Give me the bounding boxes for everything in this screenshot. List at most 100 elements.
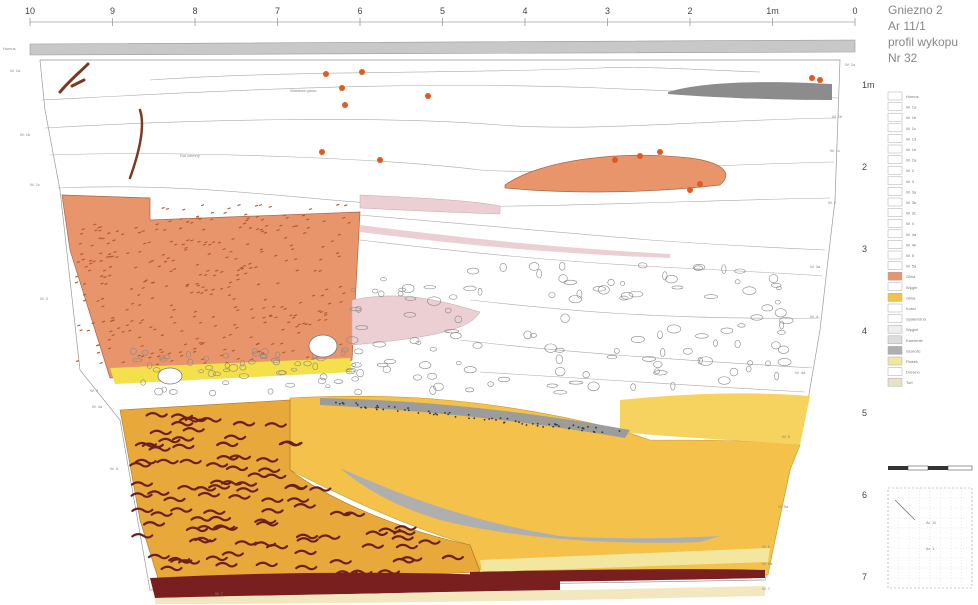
legend-swatch [887,314,903,323]
legend-swatch [887,271,903,281]
legend-label: W. 1c [906,126,916,131]
legend-swatch [887,155,903,164]
wood-stripes [129,412,465,576]
legend-swatch [887,240,903,249]
depth-scale-label: 5 [862,408,867,418]
legend-swatch [887,123,903,133]
grey-band-dots [335,401,621,434]
legend-swatch [887,367,903,376]
ruler-tick-label: 3 [605,6,610,16]
layer-label-right-10: W. 6 [762,544,771,549]
depth-scale-label: 6 [862,490,867,500]
title-line-4: Nr 32 [888,51,918,65]
inner-note-2: Dół ziemny [180,153,200,158]
layer-label-right-7: W. 4a [795,370,806,375]
layer-label-right-5: W. 3a [810,264,821,269]
yellow-right-block [620,393,810,445]
legend-label: W. 5a [906,264,917,269]
legend-label: W. 1a [906,105,917,110]
top-ruler: 10 9 8 7 6 5 4 3 2 1m 0 [25,6,858,26]
layer-label-right-6: W. 4 [810,314,819,319]
legend-swatch [887,176,903,186]
depth-scale-label: 1m [862,80,875,90]
legend-label: W. 3a [906,189,917,194]
ruler-tick-label: 9 [110,6,115,16]
legend-label: Spalenizna [906,317,927,322]
legend-label: Glina [906,295,916,300]
ruler-tick-label: 0 [852,6,857,16]
ruler-tick-label: 2 [687,6,692,16]
title-line-2: Ar 11/1 [888,19,926,33]
legend-swatch [887,356,903,366]
layer-label-w1c: W. 1c [30,182,40,187]
layer-label-w1b: W. 1b [20,132,31,137]
legend-swatch [887,134,903,143]
light-yellow-strip [480,548,770,572]
legend-label: W. 2 [906,168,915,173]
legend-label: W. 3c [906,211,916,216]
ruler-tick-label: 1m [766,6,779,16]
site-plan-inset: Ar. 11 Ar. 1 [887,487,973,589]
layer-label-right-3: W. 1c [830,148,840,153]
title-line-1: Gniezno 2 [888,3,943,17]
legend-swatch [887,346,903,355]
title-line-3: profil wykopu [888,35,958,49]
grey-lens [340,468,720,543]
scale-bar [888,465,973,471]
ruler-ticks: 10 9 8 7 6 5 4 3 2 1m 0 [25,6,858,26]
legend-label: Drewno [906,370,921,375]
legend-swatch [887,377,903,387]
legend-swatch [887,250,903,260]
layer-label-right-2: W. 1b [832,114,843,119]
ruler-tick-label: 6 [357,6,362,16]
ruler-tick-label: 8 [192,6,197,16]
legend-label: Kości [906,306,916,311]
legend-label: W. 1e [906,147,917,152]
depth-scale-label: 4 [862,326,867,336]
orange-fragments [319,69,823,193]
legend-label: W. 1d [906,136,916,141]
pink-lens-upper [359,194,501,215]
light-base-strip [155,586,765,604]
dark-grey-lens [668,82,832,100]
legend-swatch [887,144,903,154]
ruler-tick-label: 7 [275,6,280,16]
clay-speckles [74,203,351,366]
legend-swatch [887,282,903,292]
stone-large-1 [308,334,338,358]
depth-scale: 1m 2 3 4 5 6 7 [862,80,875,582]
plan-label-2: Ar. 1 [926,546,935,551]
plan-label-1: Ar. 11 [926,520,937,525]
legend-label: Szarość [906,348,920,353]
layer-label-right-11: W. 6a [762,561,773,566]
legend-label: W. 5 [906,253,915,258]
legend-label: W. 1b [906,115,917,120]
legend-label: Glina [906,274,916,279]
ruler-tick-label: 5 [440,6,445,16]
legend-label: W. 3b [906,200,917,205]
yellow-sand-layer [289,395,801,576]
legend-swatch [887,208,903,217]
legend-label: Torf [906,380,914,385]
pink-band [360,225,670,258]
drawing-title: Gniezno 2 Ar 11/1 profil wykopu Nr 32 [888,3,958,65]
layer-label-right-9: W. 5a [778,504,789,509]
legend-swatch [887,102,903,111]
layer-label-right-4: W. 2 [828,200,837,205]
inner-note-1: Warstwa gruzu [290,88,317,93]
depth-scale-label: 3 [862,244,867,254]
orange-clay-lens [504,154,727,193]
legend-label: W. 3 [906,179,915,184]
layer-label-w5: W. 5 [110,466,119,471]
legend-label: Piasek [906,359,918,364]
layer-label-right-12: W. 7 [762,586,771,591]
ruler-tick-label: 4 [522,6,527,16]
legend-swatch [887,91,903,101]
layer-label-humus: Humus [3,46,16,51]
layer-label-w7: W. 7 [215,591,224,596]
legend-label: Kamienie [906,338,923,343]
layer-label-right-8: W. 5 [782,434,791,439]
legend-swatch [887,229,903,239]
legend-label: W. 4b [906,242,917,247]
depth-scale-label: 7 [862,572,867,582]
